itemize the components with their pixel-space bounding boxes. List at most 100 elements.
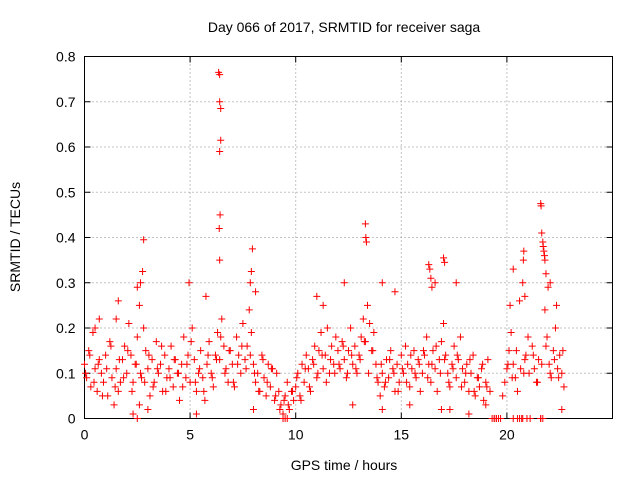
data-point: [170, 356, 178, 364]
data-point: [158, 342, 166, 350]
data-point: [83, 374, 91, 382]
data-point: [294, 369, 302, 377]
data-point: [106, 338, 114, 346]
data-point: [191, 378, 199, 386]
data-point: [220, 342, 228, 350]
data-point: [391, 288, 399, 296]
data-point: [546, 369, 554, 377]
data-point: [461, 378, 469, 386]
data-point: [340, 356, 348, 364]
data-point: [501, 378, 509, 386]
data-point: [298, 360, 306, 368]
data-point: [431, 365, 439, 373]
data-point: [549, 347, 557, 355]
data-point: [213, 356, 220, 364]
data-point: [339, 342, 347, 350]
data-point: [365, 369, 373, 377]
data-point: [283, 378, 291, 386]
data-point: [262, 392, 270, 400]
data-point: [524, 333, 532, 341]
data-point: [107, 342, 115, 350]
data-point: [115, 356, 123, 364]
data-point: [429, 347, 437, 355]
data-point: [512, 347, 520, 355]
data-point: [302, 351, 310, 359]
data-point: [192, 410, 200, 418]
chart-title: Day 066 of 2017, SRMTID for receiver sag…: [208, 19, 481, 35]
data-point: [558, 405, 566, 413]
data-point: [245, 306, 253, 314]
data-point: [362, 234, 370, 241]
data-point: [507, 329, 515, 337]
data-point: [125, 319, 133, 327]
data-point: [479, 360, 487, 368]
data-point: [139, 267, 147, 275]
data-point: [343, 369, 351, 377]
data-point: [258, 351, 266, 359]
data-point: [195, 369, 203, 377]
data-point: [221, 369, 229, 377]
y-axis-label: SRMTID / TECUs: [7, 182, 23, 292]
data-point: [415, 360, 423, 368]
x-tick-label: 5: [186, 427, 194, 443]
data-point: [453, 351, 461, 359]
data-point: [385, 374, 393, 382]
data-point: [459, 365, 467, 373]
data-point: [169, 383, 177, 391]
y-tick-label: 0.4: [56, 230, 76, 246]
data-point: [369, 347, 377, 355]
data-point: [152, 338, 160, 346]
data-point: [454, 356, 462, 364]
data-point: [427, 378, 435, 386]
data-point: [397, 351, 405, 359]
data-point: [167, 342, 175, 350]
data-point: [387, 347, 395, 355]
data-point: [484, 356, 492, 364]
data-point: [469, 351, 477, 359]
data-point: [153, 365, 161, 373]
data-point: [280, 396, 288, 404]
data-point: [145, 351, 153, 359]
data-point: [114, 297, 122, 305]
data-point: [284, 401, 292, 409]
x-tick-label: 20: [499, 427, 515, 443]
data-point: [174, 369, 182, 377]
data-point: [331, 369, 339, 377]
data-point: [357, 333, 365, 341]
data-point: [150, 378, 158, 386]
data-point: [103, 365, 111, 373]
data-point: [116, 378, 124, 386]
data-point: [362, 238, 370, 246]
data-point: [516, 297, 524, 305]
data-point: [218, 315, 226, 323]
data-point: [504, 360, 512, 368]
data-point: [466, 356, 474, 364]
y-tick-label: 0.3: [56, 275, 76, 291]
data-point: [205, 338, 213, 346]
data-point: [208, 374, 216, 382]
data-point: [293, 374, 301, 382]
data-point: [144, 365, 152, 373]
data-point: [184, 351, 192, 359]
data-point: [124, 347, 132, 355]
data-point: [216, 148, 224, 156]
data-point: [188, 324, 196, 332]
data-point: [201, 396, 209, 404]
data-point: [196, 365, 204, 373]
data-point: [246, 279, 254, 287]
data-point: [441, 356, 449, 364]
x-tick-label: 15: [394, 427, 410, 443]
data-point: [492, 415, 500, 422]
data-point: [506, 301, 514, 309]
data-point: [537, 202, 545, 210]
data-point: [427, 274, 435, 282]
data-point: [465, 410, 473, 418]
data-point: [255, 387, 263, 395]
data-point: [242, 365, 250, 373]
data-point: [508, 374, 516, 382]
data-point: [82, 369, 90, 377]
data-point: [538, 229, 546, 237]
data-point: [301, 365, 309, 373]
data-point: [281, 392, 289, 400]
data-point: [404, 360, 412, 368]
